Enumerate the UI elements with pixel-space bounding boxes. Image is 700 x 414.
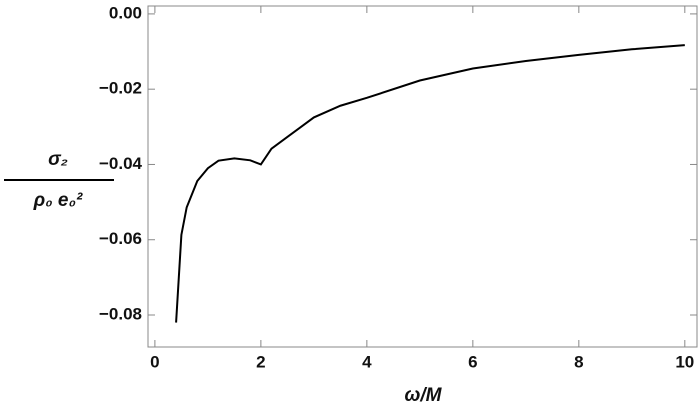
y-tick-label: 0.00 xyxy=(109,3,142,22)
y-tick-label: −0.02 xyxy=(99,79,142,98)
y-axis-label-denominator: ρ₀ e₀² xyxy=(33,190,83,211)
x-tick-label: 4 xyxy=(362,352,372,371)
x-tick-label: 2 xyxy=(256,352,265,371)
y-tick-label: −0.08 xyxy=(99,304,142,323)
x-axis-label: ω/M xyxy=(405,385,443,406)
x-tick-label: 10 xyxy=(675,352,694,371)
x-tick-label: 8 xyxy=(574,352,583,371)
y-axis-label-numerator: σ₂ xyxy=(48,149,68,170)
y-tick-label: −0.04 xyxy=(99,154,143,173)
y-tick-label: −0.06 xyxy=(99,229,142,248)
x-tick-label: 0 xyxy=(150,352,159,371)
data-line xyxy=(175,44,685,323)
x-tick-label: 6 xyxy=(468,352,477,371)
plot-frame xyxy=(147,5,698,348)
